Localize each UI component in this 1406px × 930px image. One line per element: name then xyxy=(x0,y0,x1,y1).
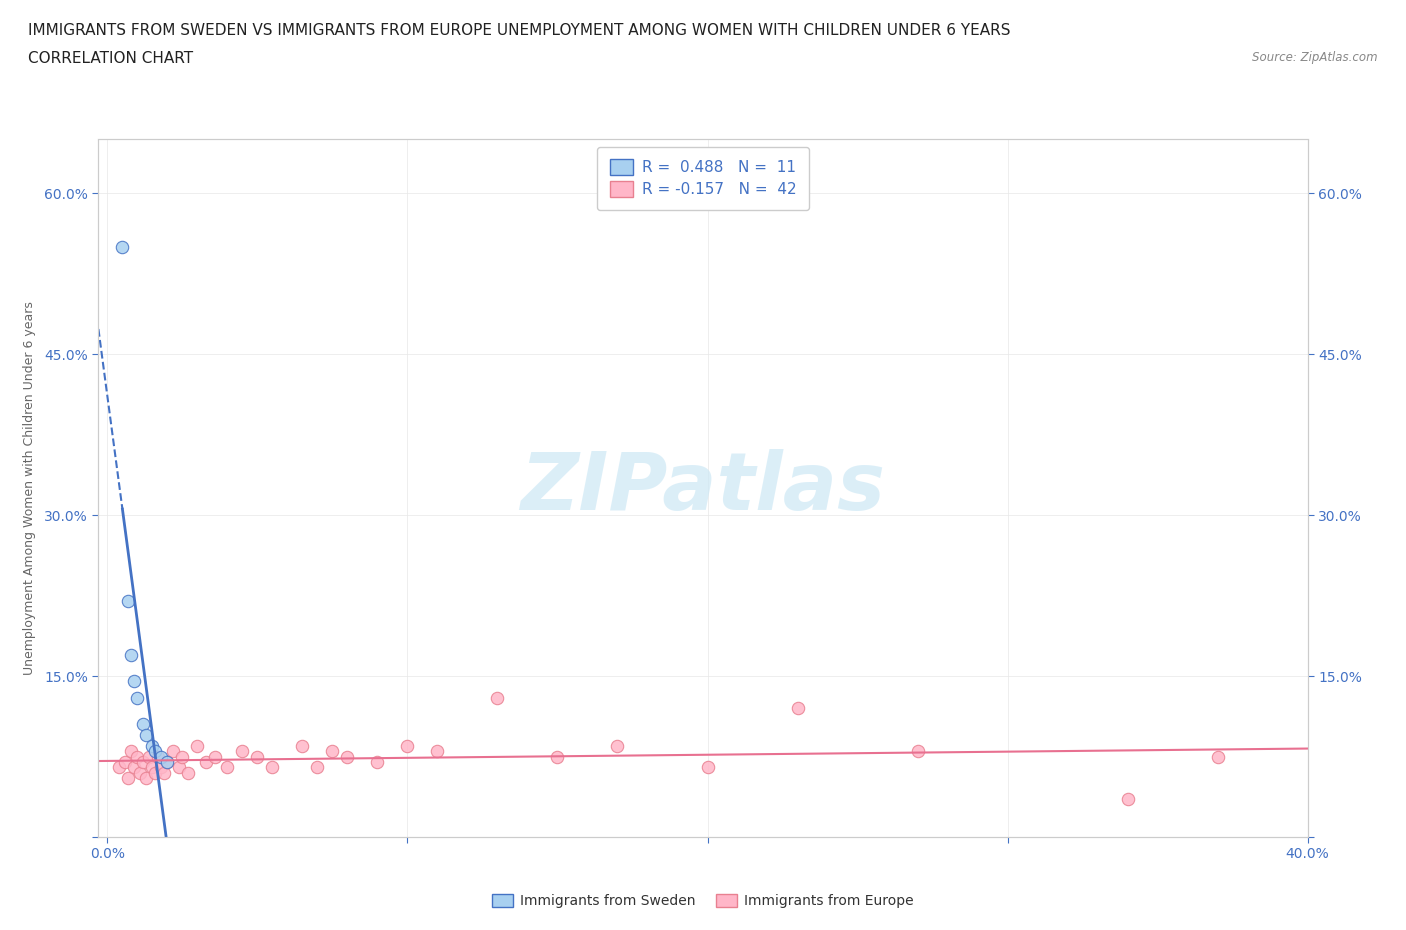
Point xyxy=(186,738,208,753)
Point xyxy=(396,738,419,753)
Point xyxy=(156,754,179,769)
Point xyxy=(195,754,218,769)
Point xyxy=(145,744,167,759)
Point xyxy=(129,765,152,780)
Y-axis label: Unemployment Among Women with Children Under 6 years: Unemployment Among Women with Children U… xyxy=(22,301,35,675)
Point xyxy=(114,754,136,769)
Point xyxy=(132,754,155,769)
Point xyxy=(124,674,146,689)
Point xyxy=(135,727,157,742)
Text: IMMIGRANTS FROM SWEDEN VS IMMIGRANTS FROM EUROPE UNEMPLOYMENT AMONG WOMEN WITH C: IMMIGRANTS FROM SWEDEN VS IMMIGRANTS FRO… xyxy=(28,23,1011,38)
Point xyxy=(145,765,167,780)
Point xyxy=(321,744,343,759)
Point xyxy=(486,690,509,705)
Point xyxy=(120,647,142,662)
Point xyxy=(907,744,929,759)
Point xyxy=(1206,749,1229,764)
Point xyxy=(150,749,173,764)
Point xyxy=(547,749,569,764)
Text: ZIPatlas: ZIPatlas xyxy=(520,449,886,527)
Point xyxy=(262,760,284,775)
Point xyxy=(148,749,170,764)
Point xyxy=(138,749,160,764)
Point xyxy=(606,738,628,753)
Point xyxy=(291,738,314,753)
Point xyxy=(132,717,155,732)
Point xyxy=(786,701,808,716)
Point xyxy=(1116,792,1139,807)
Point xyxy=(426,744,449,759)
Legend: R =  0.488   N =  11, R = -0.157   N =  42: R = 0.488 N = 11, R = -0.157 N = 42 xyxy=(598,147,808,209)
Legend: Immigrants from Sweden, Immigrants from Europe: Immigrants from Sweden, Immigrants from … xyxy=(486,889,920,914)
Point xyxy=(141,760,163,775)
Point xyxy=(120,744,142,759)
Point xyxy=(124,760,146,775)
Point xyxy=(366,754,388,769)
Point xyxy=(162,744,184,759)
Point xyxy=(153,765,176,780)
Point xyxy=(307,760,329,775)
Point xyxy=(177,765,200,780)
Point xyxy=(127,749,149,764)
Point xyxy=(117,771,139,786)
Point xyxy=(217,760,239,775)
Point xyxy=(204,749,226,764)
Point xyxy=(246,749,269,764)
Point xyxy=(156,754,179,769)
Point xyxy=(127,690,149,705)
Point xyxy=(172,749,194,764)
Text: Source: ZipAtlas.com: Source: ZipAtlas.com xyxy=(1253,51,1378,64)
Point xyxy=(169,760,191,775)
Point xyxy=(111,239,134,254)
Point xyxy=(141,738,163,753)
Point xyxy=(231,744,253,759)
Point xyxy=(696,760,718,775)
Text: CORRELATION CHART: CORRELATION CHART xyxy=(28,51,193,66)
Point xyxy=(135,771,157,786)
Point xyxy=(108,760,131,775)
Point xyxy=(117,593,139,608)
Point xyxy=(336,749,359,764)
Point xyxy=(150,760,173,775)
